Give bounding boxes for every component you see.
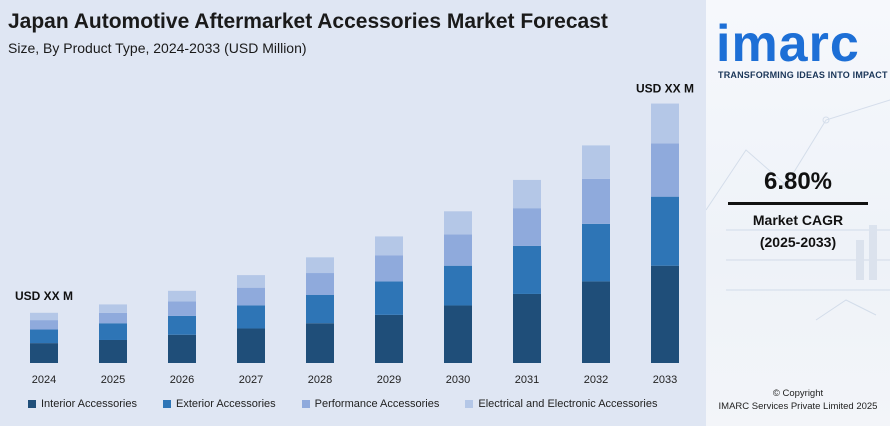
- bar-interior-accessories-2029: [375, 314, 403, 363]
- bar-exterior-accessories-2028: [306, 295, 334, 324]
- legend-label: Performance Accessories: [314, 398, 440, 410]
- bar-interior-accessories-2028: [306, 323, 334, 363]
- cagr-period: (2025-2033): [759, 234, 837, 250]
- bar-performance-accessories-2025: [99, 312, 127, 324]
- bar-performance-accessories-2029: [375, 255, 403, 282]
- bar-performance-accessories-2030: [444, 234, 472, 266]
- start-value-annotation: USD XX M: [15, 289, 73, 303]
- legend-item-interior-accessories: Interior Accessories: [28, 398, 137, 410]
- legend-label: Interior Accessories: [41, 398, 137, 410]
- bar-chart: 2024 2025 2026 2027 2028 2029 2030 2031 2032 2033…: [15, 82, 694, 386]
- legend-item-exterior-accessories: Exterior Accessories: [162, 398, 276, 410]
- end-value-annotation: USD XX M: [636, 82, 694, 96]
- x-tick-label: 2024: [32, 374, 56, 386]
- bar-interior-accessories-2024: [30, 343, 58, 363]
- legend-label: Exterior Accessories: [175, 398, 276, 410]
- x-tick-label: 2027: [239, 374, 263, 386]
- bar-interior-accessories-2025: [99, 339, 127, 363]
- copyright-line-2: IMARC Services Private Limited 2025: [718, 401, 878, 412]
- decorative-chart-graphic: [706, 99, 890, 321]
- bar-exterior-accessories-2024: [30, 329, 58, 344]
- bar-interior-accessories-2030: [444, 305, 472, 363]
- legend-item-electrical-and-electronic-accessories: Electrical and Electronic Accessories: [465, 398, 658, 410]
- bar-electrical-and-electronic-accessories-2025: [99, 304, 127, 313]
- bar-interior-accessories-2031: [513, 293, 541, 363]
- bar-electrical-and-electronic-accessories-2027: [237, 275, 265, 288]
- bar-exterior-accessories-2026: [168, 315, 196, 335]
- x-tick-label: 2031: [515, 374, 539, 386]
- bar-interior-accessories-2033: [651, 265, 679, 363]
- x-tick-label: 2025: [101, 374, 125, 386]
- legend-swatch: [162, 400, 171, 408]
- brand-tagline: TRANSFORMING IDEAS INTO IMPACT: [718, 70, 888, 80]
- bar-exterior-accessories-2025: [99, 323, 127, 340]
- bar-exterior-accessories-2029: [375, 281, 403, 315]
- bar-performance-accessories-2024: [30, 320, 58, 330]
- chart-title: Japan Automotive Aftermarket Accessories…: [8, 10, 608, 33]
- bar-electrical-and-electronic-accessories-2030: [444, 211, 472, 235]
- bar-electrical-and-electronic-accessories-2026: [168, 290, 196, 302]
- bar-performance-accessories-2026: [168, 301, 196, 316]
- bar-performance-accessories-2028: [306, 273, 334, 295]
- bar-interior-accessories-2027: [237, 328, 265, 363]
- bar-electrical-and-electronic-accessories-2029: [375, 236, 403, 256]
- chart-subtitle: Size, By Product Type, 2024-2033 (USD Mi…: [8, 40, 307, 56]
- imarc-logo: imarc: [716, 15, 860, 73]
- bar-exterior-accessories-2031: [513, 245, 541, 294]
- bar-exterior-accessories-2032: [582, 223, 610, 282]
- legend-swatch: [301, 400, 310, 408]
- legend-label: Electrical and Electronic Accessories: [478, 398, 658, 410]
- legend-item-performance-accessories: Performance Accessories: [301, 398, 440, 410]
- legend-swatch: [465, 400, 474, 408]
- x-tick-label: 2029: [377, 374, 401, 386]
- bar-performance-accessories-2033: [651, 143, 679, 197]
- bar-electrical-and-electronic-accessories-2033: [651, 103, 679, 144]
- chart-panel: Japan Automotive Aftermarket Accessories…: [0, 0, 706, 426]
- bar-electrical-and-electronic-accessories-2024: [30, 312, 58, 321]
- cagr-value: 6.80%: [763, 168, 833, 195]
- bar-exterior-accessories-2030: [444, 265, 472, 306]
- x-tick-label: 2032: [584, 374, 608, 386]
- legend-swatch: [28, 400, 36, 408]
- bar-electrical-and-electronic-accessories-2032: [582, 145, 610, 179]
- bar-performance-accessories-2027: [237, 287, 265, 306]
- bar-exterior-accessories-2027: [237, 305, 265, 329]
- bar-exterior-accessories-2033: [651, 196, 679, 266]
- x-tick-label: 2030: [446, 374, 470, 386]
- x-tick-label: 2026: [170, 374, 194, 386]
- copyright-line-1: © Copyright: [772, 388, 824, 399]
- bar-interior-accessories-2032: [582, 281, 610, 363]
- cagr-label: Market CAGR: [752, 212, 844, 228]
- brand-panel: imarc TRANSFORMING IDEAS INTO IMPACT 6.8…: [706, 0, 890, 426]
- bar-performance-accessories-2031: [513, 208, 541, 246]
- bar-performance-accessories-2032: [582, 178, 610, 224]
- bar-electrical-and-electronic-accessories-2031: [513, 179, 541, 209]
- chart-legend: Interior Accessories Exterior Accessories…: [28, 398, 658, 410]
- x-tick-label: 2028: [308, 374, 332, 386]
- x-tick-label: 2033: [653, 374, 677, 386]
- cagr-divider: [728, 202, 868, 205]
- copyright-notice: © Copyright IMARC Services Private Limit…: [706, 387, 890, 413]
- bar-interior-accessories-2026: [168, 334, 196, 363]
- bar-electrical-and-electronic-accessories-2028: [306, 257, 334, 274]
